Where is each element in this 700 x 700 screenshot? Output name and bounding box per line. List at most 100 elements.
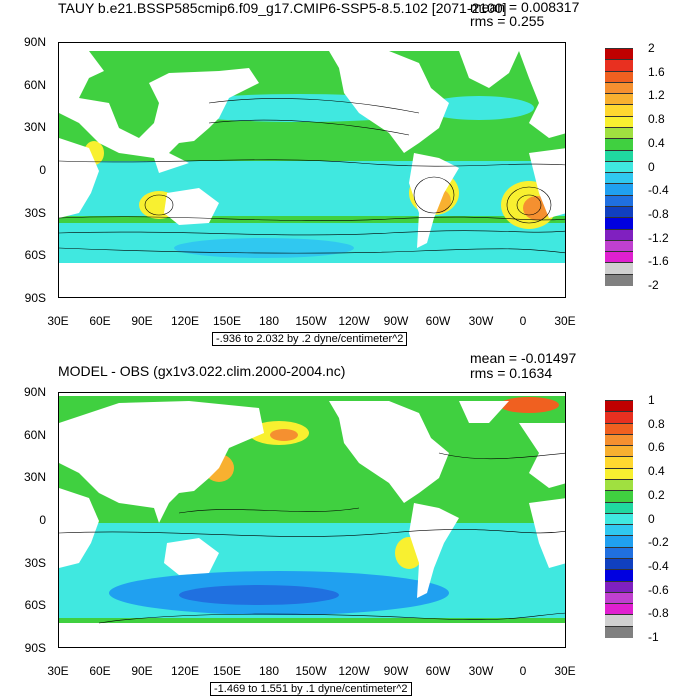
colorbar-swatch xyxy=(605,433,633,447)
map-plot xyxy=(58,42,566,298)
colorbar-swatch xyxy=(605,217,633,230)
lat-label: 30N xyxy=(23,470,46,484)
colorbar-label: 1.2 xyxy=(648,88,665,103)
colorbar-label: -0.6 xyxy=(648,582,669,597)
colorbar-swatch xyxy=(605,206,633,219)
map-field xyxy=(59,43,565,297)
lon-label: 150W xyxy=(295,664,327,678)
lat-label: 30S xyxy=(24,206,46,220)
lon-label: 120W xyxy=(338,664,370,678)
colorbar-label: 0.6 xyxy=(648,440,665,455)
lon-label: 0 xyxy=(519,314,527,328)
colorbar-swatch xyxy=(605,149,633,162)
land-mask xyxy=(59,393,565,647)
lat-label: 60N xyxy=(23,428,46,442)
rms-stat: rms = 0.1634 xyxy=(470,365,553,381)
colorbar-swatch xyxy=(605,59,633,72)
colorbar-label: -2 xyxy=(648,278,659,292)
colorbar-swatch xyxy=(605,490,633,503)
colorbar-label: -0.2 xyxy=(648,535,669,550)
colorbar-label: 1 xyxy=(648,393,655,407)
lat-label: 30N xyxy=(23,120,46,134)
colorbar-swatch xyxy=(605,115,633,128)
contour-info: -1.469 to 1.551 by .1 dyne/centimeter^2 xyxy=(210,682,412,696)
mean-stat: mean = -0.01497 xyxy=(470,350,577,366)
colorbar-swatch xyxy=(605,591,633,605)
lat-label: 0 xyxy=(39,163,46,177)
lon-label: 30E xyxy=(47,314,69,328)
field-max xyxy=(499,397,559,413)
lat-label: 60N xyxy=(23,78,46,92)
colorbar-swatch xyxy=(605,239,633,253)
map-panel-top: TAUY b.e21.BSSP585cmip6.f09_g17.CMIP6-SS… xyxy=(23,0,669,346)
lat-label: 90N xyxy=(23,35,46,49)
lon-label: 60W xyxy=(425,314,451,328)
field-band xyxy=(59,161,565,216)
lon-label: 90W xyxy=(383,664,409,678)
lat-label: 60S xyxy=(24,598,46,612)
rms-stat: rms = 0.255 xyxy=(470,13,545,29)
lon-label: 120E xyxy=(170,664,200,678)
map-field xyxy=(59,393,565,647)
colorbar-swatch xyxy=(605,535,633,548)
colorbar-swatch xyxy=(605,194,633,207)
lon-label: 30E xyxy=(554,314,576,328)
colorbar-swatch xyxy=(605,262,633,275)
colorbar-swatch xyxy=(605,127,633,140)
field-band xyxy=(174,238,354,258)
contour-lines xyxy=(59,452,565,624)
lon-label: 30E xyxy=(47,664,69,678)
colorbar-swatch xyxy=(605,81,633,95)
colorbar-label: -1.6 xyxy=(648,254,669,269)
lat-label: 60S xyxy=(24,248,46,262)
lon-label: 0 xyxy=(519,664,527,678)
lon-label: 180 xyxy=(258,314,280,328)
colorbar-swatch xyxy=(605,93,633,106)
lat-label: 0 xyxy=(39,513,46,527)
colorbar-swatch xyxy=(605,445,633,458)
colorbar-swatch xyxy=(605,512,633,526)
lon-label: 120W xyxy=(338,314,370,328)
field-band xyxy=(424,96,534,120)
mean-stat: mean = 0.008317 xyxy=(470,0,580,15)
colorbar-swatch xyxy=(605,558,633,571)
contour-lines xyxy=(59,98,565,254)
panel-title: TAUY b.e21.BSSP585cmip6.f09_g17.CMIP6-SS… xyxy=(58,0,507,16)
colorbar-label: 2 xyxy=(648,41,655,55)
colorbar-label: -0.8 xyxy=(648,606,669,621)
colorbar-swatch xyxy=(605,569,633,582)
colorbar-label: 0.4 xyxy=(648,135,665,150)
lon-label: 120E xyxy=(170,314,200,328)
colorbar-swatch xyxy=(605,400,633,413)
colorbar-label: 0.8 xyxy=(648,112,665,127)
colorbar-swatch xyxy=(605,501,633,514)
colorbar-swatch xyxy=(605,625,633,638)
colorbar-swatch xyxy=(605,580,633,593)
contour-info: -.936 to 2.032 by .2 dyne/centimeter^2 xyxy=(212,332,408,346)
colorbar-label: -0.4 xyxy=(648,558,669,573)
land-mask xyxy=(59,43,565,297)
colorbar-label: -1 xyxy=(648,630,659,644)
colorbar-swatch xyxy=(605,614,633,627)
colorbar-swatch xyxy=(605,467,633,480)
field-min xyxy=(179,585,339,605)
field-max xyxy=(270,429,298,441)
colorbar-swatch xyxy=(605,273,633,286)
colorbar-label: 0.4 xyxy=(648,464,665,479)
colorbar-swatch xyxy=(605,104,633,117)
lon-label: 90E xyxy=(131,664,153,678)
lon-label: 150E xyxy=(212,664,242,678)
colorbar-label: 1.6 xyxy=(648,64,665,79)
colorbar-swatch xyxy=(605,138,633,151)
colorbar xyxy=(605,400,633,638)
lon-label: 150E xyxy=(212,314,242,328)
colorbar-swatch xyxy=(605,422,633,435)
colorbar xyxy=(605,48,633,286)
colorbar-swatch xyxy=(605,546,633,559)
colorbar-swatch xyxy=(605,172,633,185)
map-plot xyxy=(58,392,566,648)
colorbar-label: 0 xyxy=(648,511,655,526)
lat-label: 30S xyxy=(24,556,46,570)
colorbar-swatch xyxy=(605,228,633,241)
lat-label: 90S xyxy=(24,641,46,655)
